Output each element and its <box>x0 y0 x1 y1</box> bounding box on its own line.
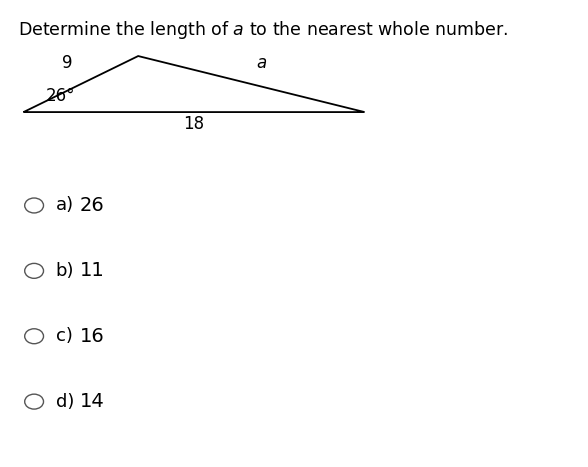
Text: d): d) <box>56 393 74 410</box>
Text: Determine the length of $a$ to the nearest whole number.: Determine the length of $a$ to the neare… <box>18 19 507 41</box>
Text: 26: 26 <box>79 196 104 215</box>
Text: 18: 18 <box>183 115 205 133</box>
Text: 26°: 26° <box>46 87 75 105</box>
Text: a: a <box>256 54 267 72</box>
Text: c): c) <box>56 327 73 345</box>
Text: 11: 11 <box>79 262 104 280</box>
Text: a): a) <box>56 197 74 214</box>
Text: 9: 9 <box>62 54 73 72</box>
Text: 16: 16 <box>79 327 104 346</box>
Text: 14: 14 <box>79 392 104 411</box>
Text: b): b) <box>56 262 74 280</box>
